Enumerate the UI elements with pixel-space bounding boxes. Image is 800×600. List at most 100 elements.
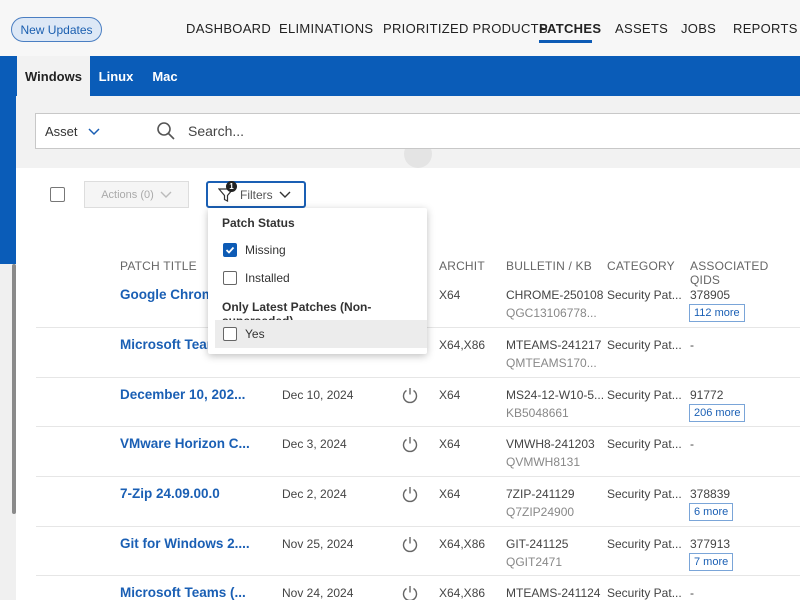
nav-eliminations[interactable]: ELIMINATIONS xyxy=(279,21,374,36)
kb-id: QVMWH8131 xyxy=(506,455,581,469)
tab-windows[interactable]: Windows xyxy=(17,56,90,96)
patch-title-link[interactable]: VMware Horizon C... xyxy=(120,436,250,451)
chevron-down-icon xyxy=(279,191,291,198)
tab-linux[interactable]: Linux xyxy=(98,68,134,84)
filter-option-installed[interactable]: Installed xyxy=(208,264,427,292)
architecture: X64,X86 xyxy=(439,338,486,352)
patch-title-link[interactable]: Microsoft Team xyxy=(120,337,219,352)
checkmark-icon xyxy=(225,246,235,254)
more-qids-button[interactable]: 112 more xyxy=(689,304,745,322)
patch-title-link[interactable]: Git for Windows 2.... xyxy=(120,536,250,551)
patch-title-link[interactable]: 7-Zip 24.09.00.0 xyxy=(120,486,220,501)
row-divider xyxy=(36,575,800,576)
column-header-architecture[interactable]: ARCHIT xyxy=(439,259,485,273)
category: Security Pat... xyxy=(607,338,682,352)
tab-mac[interactable]: Mac xyxy=(152,68,178,84)
category: Security Pat... xyxy=(607,487,682,501)
more-qids-button[interactable]: 6 more xyxy=(689,503,734,521)
left-sidebar-strip xyxy=(0,96,16,264)
column-header-category[interactable]: CATEGORY xyxy=(607,259,675,273)
bulletin-id: VMWH8-241203 xyxy=(506,437,595,451)
kb-id: QGIT2471 xyxy=(506,555,563,569)
kb-id: KB5048661 xyxy=(506,406,569,420)
release-date: Nov 25, 2024 xyxy=(282,537,354,551)
architecture: X64 xyxy=(439,437,461,451)
filters-dropdown: Patch Status Missing Installed Only Late… xyxy=(208,208,427,354)
architecture: X64 xyxy=(439,288,461,302)
actions-button[interactable]: Actions (0) xyxy=(84,181,189,208)
category: Security Pat... xyxy=(607,388,682,402)
search-scope-select[interactable]: Asset xyxy=(35,113,147,149)
nav-dashboard[interactable]: DASHBOARD xyxy=(186,21,272,36)
category: Security Pat... xyxy=(607,586,682,600)
active-nav-indicator xyxy=(539,40,592,43)
yes-label: Yes xyxy=(245,327,265,341)
more-qids-button[interactable]: 206 more xyxy=(689,404,746,422)
patch-status-heading: Patch Status xyxy=(222,216,295,230)
filter-icon: 1 xyxy=(218,180,237,203)
kb-id: Q7ZIP24900 xyxy=(506,505,575,519)
row-divider xyxy=(36,476,800,477)
missing-label: Missing xyxy=(245,243,286,257)
associated-qid: 378839 xyxy=(690,487,731,501)
column-header-associated-qids[interactable]: ASSOCIATED QIDS xyxy=(690,259,769,287)
patch-title-link[interactable]: Google Chrome xyxy=(120,287,222,302)
reboot-required-icon xyxy=(401,584,419,600)
associated-qid: 378905 xyxy=(690,288,731,302)
reboot-required-icon xyxy=(401,386,419,404)
search-icon xyxy=(156,121,176,141)
nav-prioritized-products[interactable]: PRIORITIZED PRODUCTS xyxy=(383,21,548,36)
filters-label: Filters xyxy=(240,187,273,202)
associated-qid: - xyxy=(690,586,694,600)
bulletin-id: MTEAMS-241217 xyxy=(506,338,602,352)
kb-id: QGC13106778... xyxy=(506,306,597,320)
bulletin-id: MS24-12-W10-5... xyxy=(506,388,605,402)
new-updates-button[interactable]: New Updates xyxy=(11,17,102,42)
column-header-patch-title[interactable]: PATCH TITLE xyxy=(120,259,197,273)
associated-qid: - xyxy=(690,437,694,451)
platform-tab-bar: Windows Linux Mac xyxy=(0,56,800,96)
missing-checkbox[interactable] xyxy=(223,243,237,257)
reboot-required-icon xyxy=(401,435,419,453)
filter-count-badge: 1 xyxy=(226,180,237,192)
bulletin-id: GIT-241125 xyxy=(506,537,569,551)
select-all-checkbox[interactable] xyxy=(50,187,65,202)
kb-id: QMTEAMS170... xyxy=(506,356,597,370)
column-header-bulletin-kb[interactable]: BULLETIN / KB xyxy=(506,259,592,273)
filters-button[interactable]: 1 Filters xyxy=(206,180,306,208)
search-scope-label: Asset xyxy=(45,123,78,139)
filter-option-missing[interactable]: Missing xyxy=(208,236,427,264)
more-qids-button[interactable]: 7 more xyxy=(689,553,734,571)
row-divider xyxy=(36,377,800,378)
filter-option-yes[interactable]: Yes xyxy=(215,320,427,348)
chevron-down-icon xyxy=(160,191,172,198)
left-scrollbar[interactable] xyxy=(12,264,16,514)
release-date: Dec 10, 2024 xyxy=(282,388,354,402)
nav-assets[interactable]: ASSETS xyxy=(615,21,669,36)
reboot-required-icon xyxy=(401,535,419,553)
category: Security Pat... xyxy=(607,288,682,302)
architecture: X64 xyxy=(439,487,461,501)
architecture: X64 xyxy=(439,388,461,402)
associated-qid: 377913 xyxy=(690,537,731,551)
patch-title-link[interactable]: Microsoft Teams (... xyxy=(120,585,246,600)
release-date: Dec 3, 2024 xyxy=(282,437,347,451)
release-date: Nov 24, 2024 xyxy=(282,586,354,600)
actions-label: Actions (0) xyxy=(101,188,154,201)
top-nav: New Updates DASHBOARD ELIMINATIONS PRIOR… xyxy=(0,0,800,56)
patch-title-link[interactable]: December 10, 202... xyxy=(120,387,246,402)
nav-patches[interactable]: PATCHES xyxy=(539,21,602,36)
nav-jobs[interactable]: JOBS xyxy=(681,21,717,36)
nav-reports[interactable]: REPORTS xyxy=(733,21,798,36)
category: Security Pat... xyxy=(607,437,682,451)
search-input[interactable] xyxy=(188,123,688,139)
architecture: X64,X86 xyxy=(439,586,486,600)
architecture: X64,X86 xyxy=(439,537,486,551)
row-divider xyxy=(36,526,800,527)
installed-checkbox[interactable] xyxy=(223,271,237,285)
row-divider xyxy=(36,426,800,427)
category: Security Pat... xyxy=(607,537,682,551)
release-date: Dec 2, 2024 xyxy=(282,487,347,501)
yes-checkbox[interactable] xyxy=(223,327,237,341)
chevron-down-icon xyxy=(87,128,100,136)
